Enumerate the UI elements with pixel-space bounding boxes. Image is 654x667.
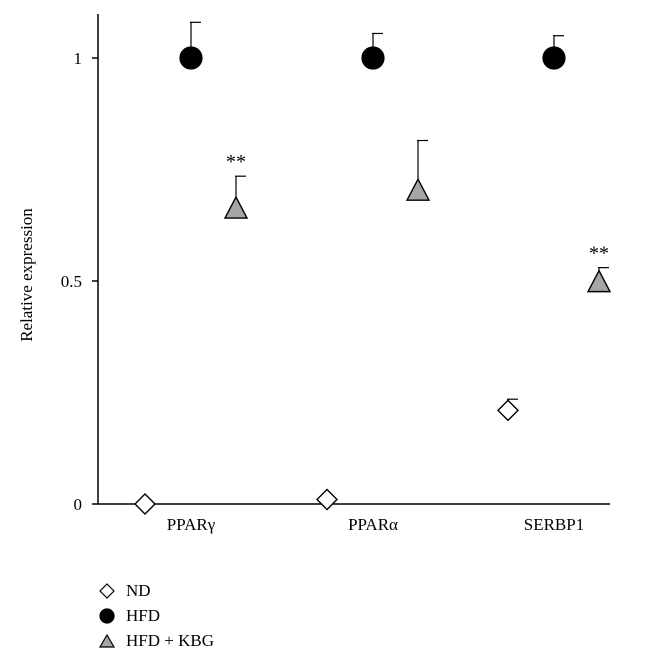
legend-item-hfd-kbg: HFD + KBG <box>98 628 214 653</box>
legend-item-nd: ND <box>98 578 214 603</box>
legend-label: HFD <box>126 605 161 625</box>
y-tick-label: 0 <box>74 495 83 514</box>
y-tick-label: 1 <box>74 49 83 68</box>
point-nd <box>134 493 156 515</box>
legend: ND HFD HFD + KBG <box>98 578 214 653</box>
x-tick-label: PPARα <box>348 515 398 534</box>
y-tick-label: 0.5 <box>61 272 82 291</box>
x-tick-label: SERBP1 <box>524 515 584 534</box>
legend-item-hfd: HFD <box>98 603 214 628</box>
point-nd <box>497 399 519 422</box>
point-hfd <box>542 46 566 70</box>
point-hfd-kbg <box>586 269 612 293</box>
point-hfd <box>179 46 203 70</box>
chart: 0 0.5 1 PPARγ PPARα SERBP1 ** ** Relative expr… <box>17 14 612 534</box>
legend-marker-hfd <box>99 607 115 624</box>
chart-marks: ** ** <box>134 21 612 515</box>
y-axis-title: Relative expression <box>17 208 36 342</box>
point-hfd <box>361 46 385 70</box>
legend-label: ND <box>126 580 151 600</box>
significance-label: ** <box>589 243 609 265</box>
significance-label: ** <box>226 151 246 173</box>
point-nd <box>316 488 338 511</box>
legend-label: HFD + KBG <box>126 630 214 650</box>
axes: 0 0.5 1 PPARγ PPARα SERBP1 <box>61 14 610 534</box>
legend-marker-nd <box>99 582 115 599</box>
point-hfd-kbg <box>405 177 431 201</box>
point-hfd-kbg <box>223 195 249 219</box>
legend-marker-hfd-kbg <box>98 633 116 648</box>
x-tick-label: PPARγ <box>167 515 216 534</box>
